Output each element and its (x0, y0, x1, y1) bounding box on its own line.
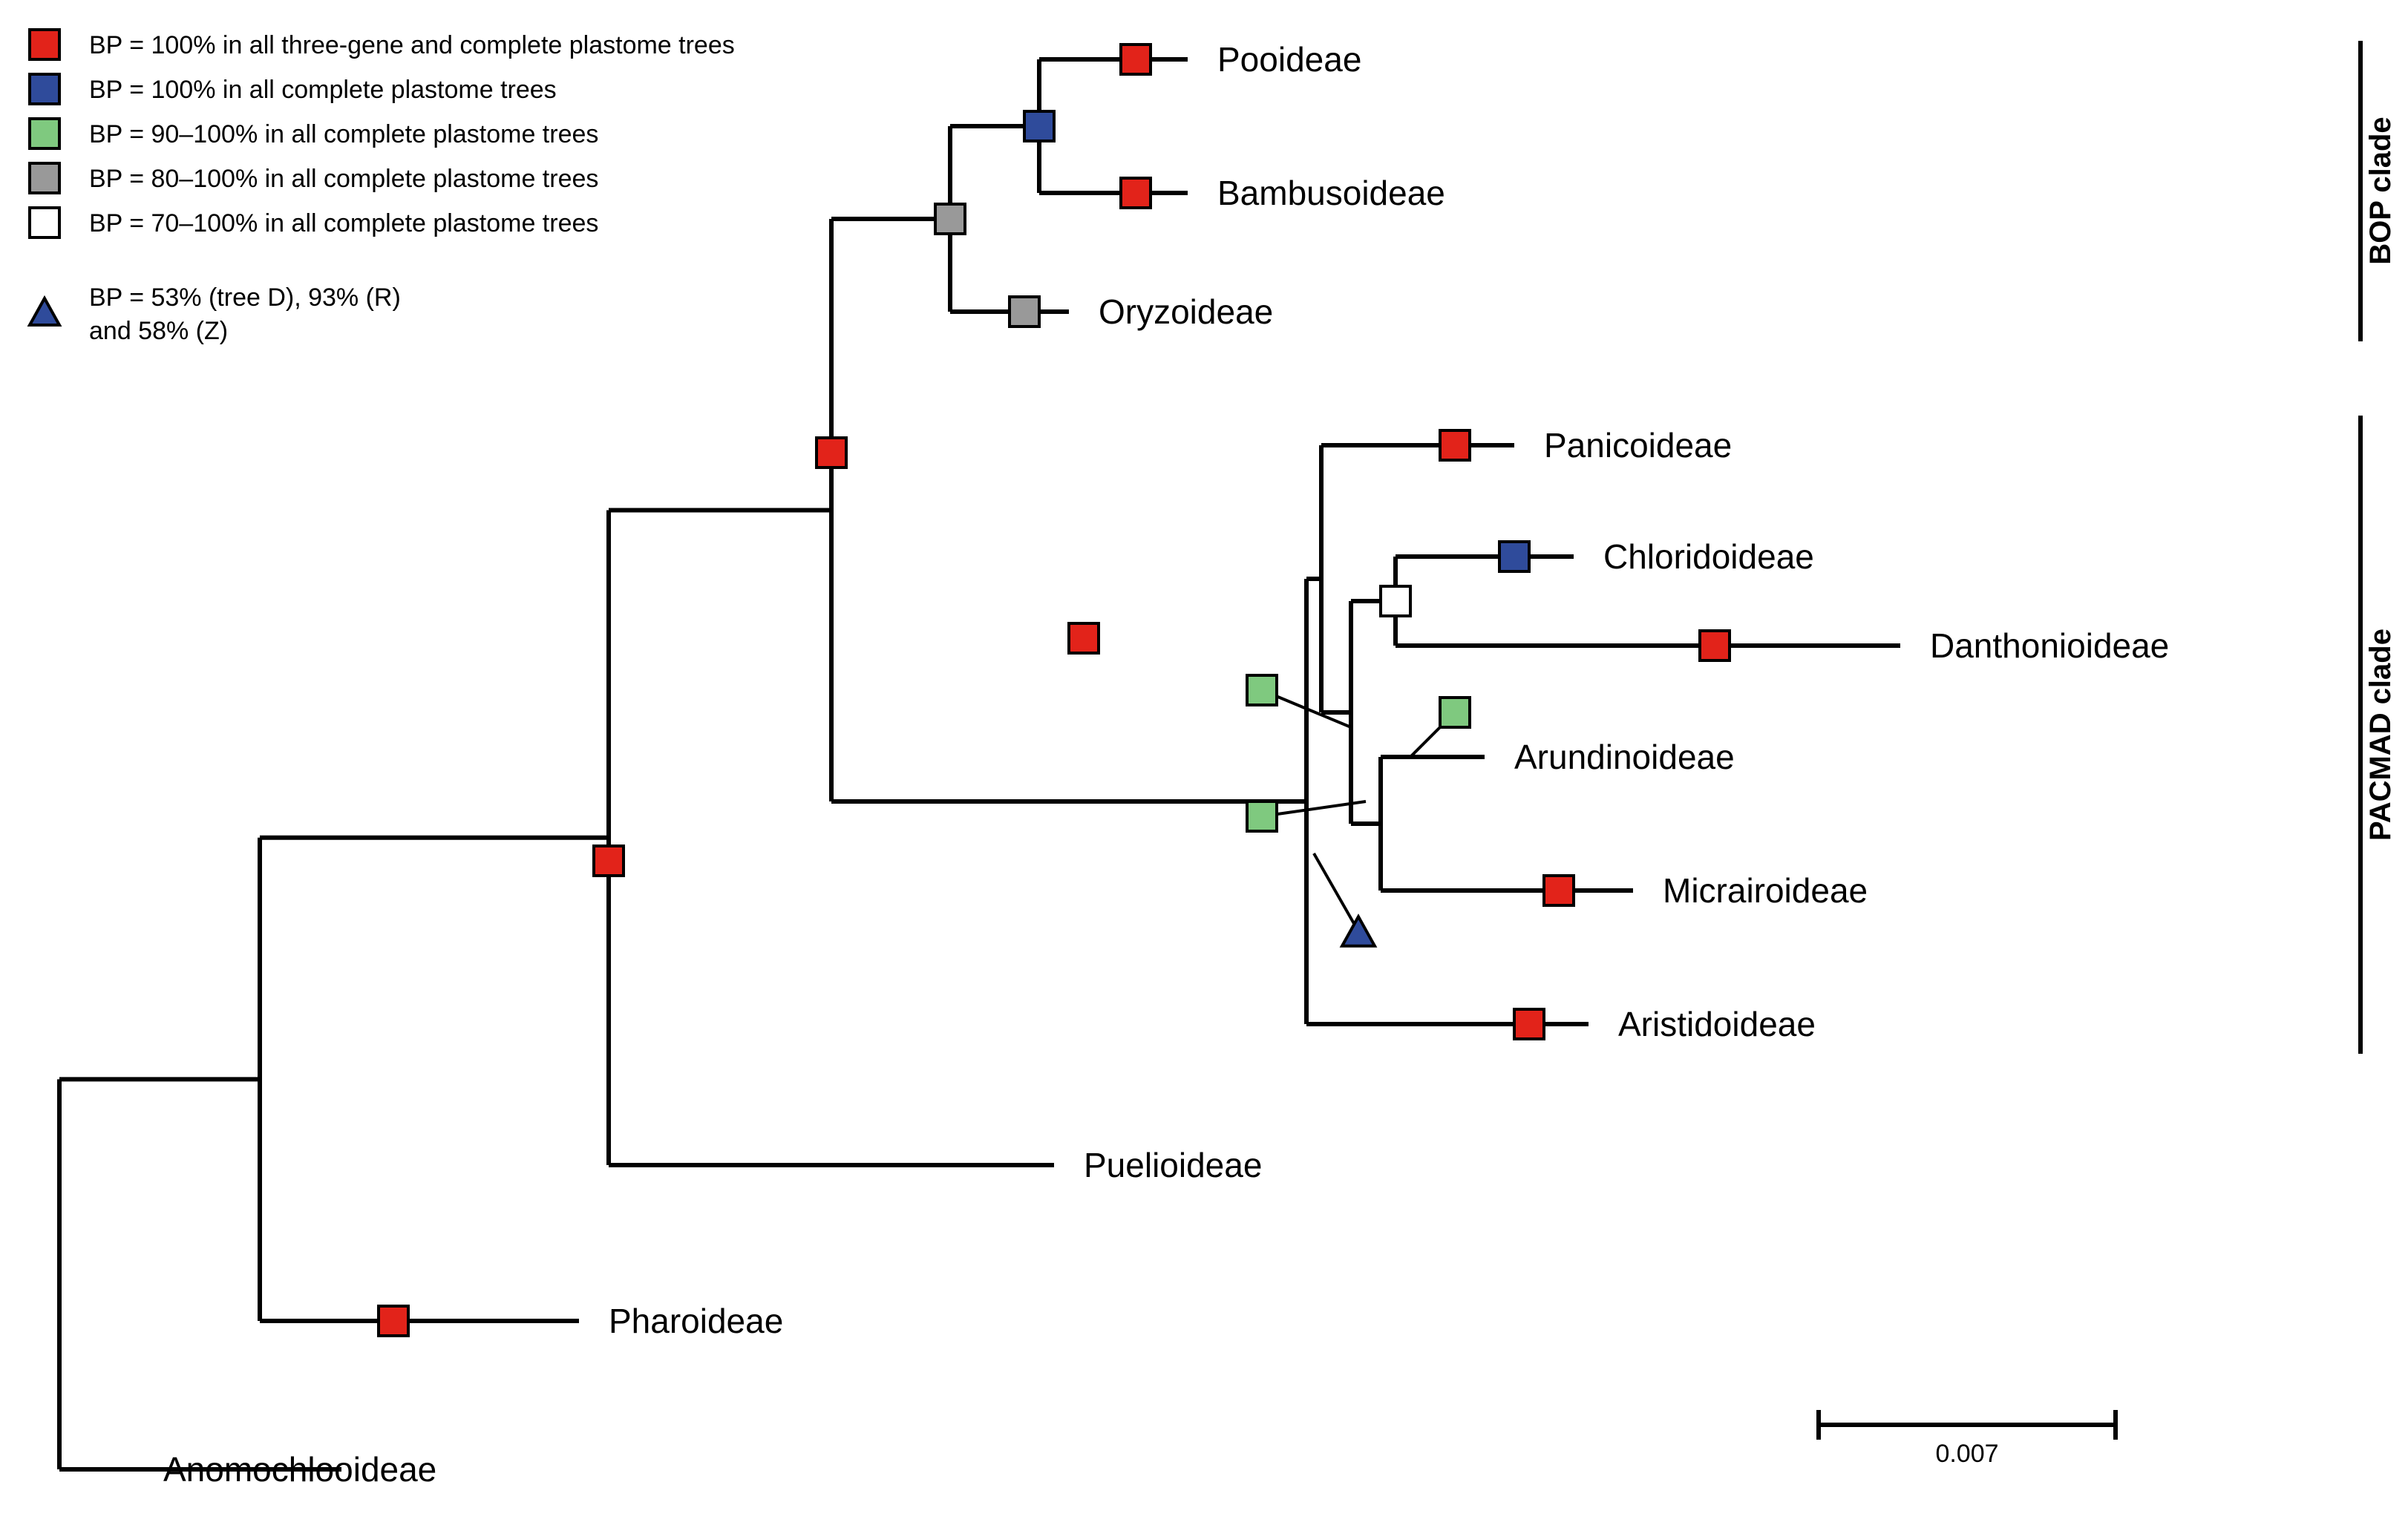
scale-label: 0.007 (1935, 1440, 1998, 1468)
legend-item-label: BP = 70–100% in all complete plastome tr… (89, 209, 598, 237)
taxon-bambusoideae: Bambusoideae (1217, 174, 1445, 212)
legend: BP = 100% in all three-gene and complete… (30, 30, 735, 345)
clade-label-pacmad: PACMAD clade (2364, 629, 2397, 841)
support-markers (379, 45, 1730, 1336)
taxon-pharoideae: Pharoideae (609, 1302, 783, 1340)
legend-item-label: BP = 90–100% in all complete plastome tr… (89, 120, 598, 148)
taxon-aristidoideae: Aristidoideae (1618, 1005, 1816, 1043)
legend-item-label: BP = 80–100% in all complete plastome tr… (89, 165, 598, 193)
taxon-labels: Pooideae Bambusoideae Oryzoideae Panicoidea… (163, 40, 2169, 1489)
taxon-chloridoideae: Chloridoideae (1603, 537, 1814, 576)
legend-item-label: BP = 100% in all complete plastome trees (89, 76, 557, 104)
taxon-oryzoideae: Oryzoideae (1099, 292, 1273, 331)
clade-label-bop: BOP clade (2364, 117, 2397, 264)
taxon-panicoideae: Panicoideae (1544, 426, 1732, 465)
legend-triangle-label: BP = 53% (tree D), 93% (R) (89, 283, 401, 312)
taxon-puelioideae: Puelioideae (1084, 1146, 1262, 1184)
legend-triangle-label: and 58% (Z) (89, 317, 228, 345)
taxon-arundinoideae: Arundinoideae (1514, 738, 1735, 776)
clade-bars: BOP clade PACMAD clade (2360, 41, 2397, 1054)
taxon-anomochlooideae: Anomochlooideae (163, 1450, 436, 1489)
phylogenetic-tree-figure: BP = 100% in all three-gene and complete… (0, 0, 2408, 1525)
legend-item-label: BP = 100% in all three-gene and complete… (89, 31, 735, 59)
taxon-micrairoideae: Micrairoideae (1663, 871, 1868, 910)
scale-bar: 0.007 (1819, 1410, 2116, 1468)
taxon-danthonioideae: Danthonioideae (1930, 626, 2169, 665)
taxon-pooideae: Pooideae (1217, 40, 1361, 79)
